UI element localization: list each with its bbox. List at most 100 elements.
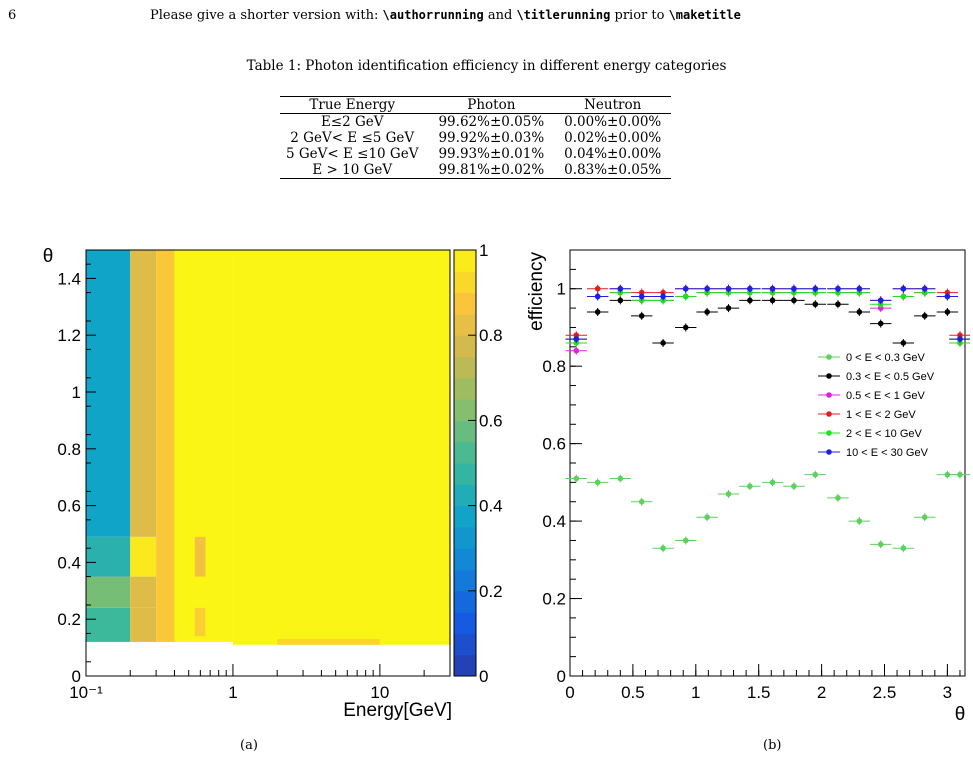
table-cell: 99.62%±0.05%: [438, 114, 545, 130]
efficiency-point: [594, 479, 601, 486]
colorbar-segment: [454, 526, 476, 549]
colorbar-segment: [454, 612, 476, 634]
colorbar-segment: [454, 313, 476, 336]
heatmap-cell: [130, 536, 157, 577]
table-row: E≤2 GeV 99.62%±0.05% 0.00%±0.00%: [280, 114, 671, 131]
efficiency-chart: 0 0.2 0.4 0.6 0.8 1 0 0.5 1 1.5 2 2.5 3 0 < E < 0.3 …: [526, 249, 970, 725]
efficiency-point: [835, 495, 841, 501]
efficiency-point: [812, 471, 819, 478]
efficiency-y-tick-label: 1: [557, 280, 566, 299]
legend-label: 1 < E < 2 GeV: [846, 409, 916, 421]
efficiency-point: [573, 475, 580, 482]
efficiency-point: [725, 491, 732, 497]
efficiency-point: [682, 324, 689, 331]
legend-label: 0 < E < 0.3 GeV: [846, 352, 926, 364]
colorbar-segment: [454, 633, 476, 656]
efficiency-point: [877, 297, 884, 304]
colorbar-segment: [454, 441, 476, 464]
efficiency-point: [617, 297, 624, 304]
efficiency-points: [565, 284, 970, 553]
table-header-cell: Neutron: [584, 97, 642, 113]
efficiency-point: [921, 514, 928, 521]
colorbar-segment: [454, 335, 476, 357]
heatmap-y-tick-label: 1.2: [57, 326, 81, 345]
heatmap-cell: [86, 607, 131, 642]
table-cell: 2 GeV< E ≤5 GeV: [290, 130, 415, 146]
efficiency-point: [812, 285, 819, 292]
colorbar-segment: [454, 292, 476, 315]
efficiency-point: [660, 545, 666, 551]
heatmap-y-tick-label: 0.2: [57, 610, 81, 629]
colorbar-tick-label: 0.6: [479, 411, 503, 430]
titlerunning-command: \titlerunning: [516, 8, 611, 22]
colorbar-frame: [453, 249, 477, 677]
efficiency-point: [725, 305, 732, 311]
colorbar-tick-label: 0.2: [479, 582, 503, 601]
efficiency-point: [617, 475, 624, 482]
efficiency-point: [725, 285, 732, 292]
colorbar-segment: [454, 356, 476, 379]
heatmap-chart: 0 0.2 0.4 0.6 0.8 1 1.2 1.4 10⁻¹ 1 10 0 0.2 0.4 0.6 0.…: [43, 241, 503, 721]
efficiency-point: [682, 537, 689, 544]
efficiency-point: [769, 297, 776, 304]
efficiency-point: [944, 293, 951, 300]
efficiency-point: [900, 293, 907, 300]
heatmap-cell: [86, 250, 131, 537]
efficiency-point: [856, 285, 863, 292]
efficiency-point: [704, 309, 710, 315]
colorbar-segment: [454, 505, 476, 528]
page-number: 6: [8, 8, 17, 23]
table-row: E > 10 GeV 99.81%±0.02% 0.83%±0.05%: [280, 162, 672, 179]
table-cell: 99.93%±0.01%: [438, 146, 545, 162]
efficiency-y-axis-label: efficiency: [526, 252, 547, 331]
efficiency-x-tick-label: 3: [943, 683, 952, 702]
running-head-text: Please give a shorter version with:: [150, 8, 379, 23]
heatmap-cell: [156, 250, 175, 642]
legend-label: 0.3 < E < 0.5 GeV: [846, 371, 935, 383]
colorbar-segment: [454, 569, 476, 592]
table-header-cell: Photon: [467, 97, 516, 113]
efficiency-x-tick-label: 0.5: [621, 683, 645, 702]
efficiency-y-tick-label: 0.6: [542, 435, 566, 454]
efficiency-y-tick-label: 0.4: [542, 512, 566, 531]
efficiency-point: [900, 545, 907, 551]
heatmap-x-tick-label: 1: [228, 683, 237, 702]
running-head: Please give a shorter version with: \aut…: [150, 8, 741, 23]
efficiency-plot-frame: [569, 249, 966, 677]
colorbar-segment: [454, 548, 476, 570]
heatmap-cells: [86, 250, 450, 648]
efficiency-point: [957, 336, 963, 342]
efficiency-point: [791, 297, 797, 304]
efficiency-point: [900, 285, 907, 292]
colorbar-tick-label: 0.4: [479, 497, 503, 516]
efficiency-point: [704, 514, 710, 521]
efficiency-point: [573, 336, 580, 342]
legend-marker: [826, 392, 832, 398]
efficiency-x-tick-label: 2.5: [873, 683, 897, 702]
efficiency-y-tick-label: 0.2: [542, 590, 566, 609]
heatmap-cell: [130, 607, 157, 642]
colorbar-tick-label: 0: [479, 667, 488, 686]
legend-marker: [826, 411, 832, 417]
efficiency-point: [573, 347, 580, 354]
heatmap-cell: [194, 607, 206, 637]
colorbar-segment: [454, 463, 476, 485]
efficiency-point: [812, 301, 819, 308]
heatmap-cell: [130, 576, 157, 608]
efficiency-point: [835, 285, 841, 292]
efficiency-point: [594, 293, 601, 300]
efficiency-x-tick-label: 1.5: [747, 683, 771, 702]
efficiency-axes: 0 0.2 0.4 0.6 0.8 1 0 0.5 1 1.5 2 2.5 3: [542, 268, 961, 702]
table-caption: Table 1: Photon identification efficienc…: [246, 58, 727, 74]
colorbar-segment: [454, 377, 476, 400]
maketitle-command: \maketitle: [668, 8, 741, 22]
table-cell: 5 GeV< E ≤10 GeV: [286, 146, 419, 162]
heatmap-axes: 0 0.2 0.4 0.6 0.8 1 1.2 1.4 10⁻¹ 1 10: [57, 263, 451, 702]
efficiency-point: [747, 285, 753, 292]
heatmap-cell: [130, 250, 157, 537]
efficiency-point: [769, 285, 776, 292]
heatmap-cell: [174, 250, 233, 642]
heatmap-y-tick-label: 0.6: [57, 497, 81, 516]
colorbar-segment: [454, 399, 476, 421]
efficiency-point: [747, 297, 753, 304]
